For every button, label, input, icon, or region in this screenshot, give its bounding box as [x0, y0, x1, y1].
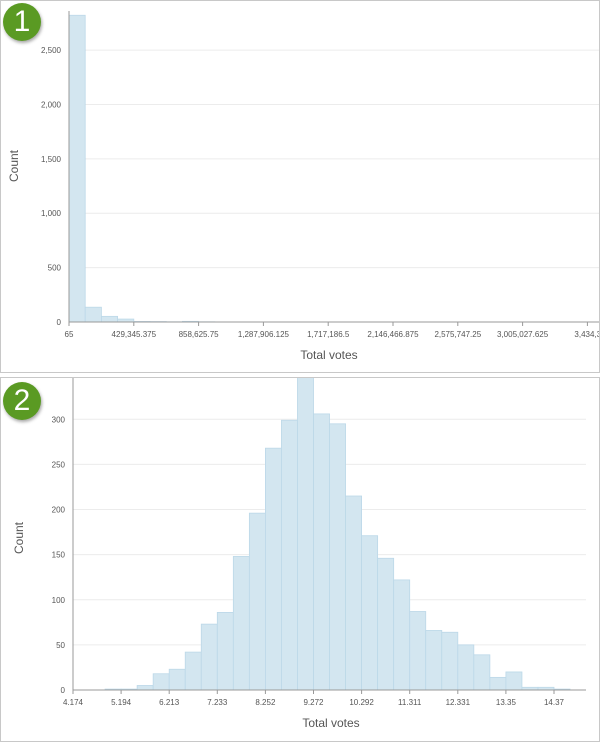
- y-tick-label: 1,500: [41, 155, 62, 164]
- histogram-bar: [377, 557, 395, 691]
- histogram-chart-2: 0 50 100 150 200 250 300 4.174 5.194 6.213 7.233 8.…: [12, 378, 586, 730]
- y-tick-label: 0: [57, 318, 62, 327]
- x-tick-label: 1,287,906.125: [238, 330, 290, 339]
- x-tick-label: 8.252: [255, 698, 276, 707]
- histogram-chart-1: 0 500 1,000 1,500 2,000 2,500 65 429,345.375 858…: [7, 11, 599, 362]
- histogram-bar: [168, 668, 186, 691]
- histogram-bar: [441, 631, 459, 691]
- x-tick-label: 9.272: [303, 698, 324, 707]
- histogram-bar: [84, 306, 102, 323]
- histogram-bar: [505, 671, 523, 691]
- histogram-bar: [232, 556, 250, 691]
- x-axis-title: Total votes: [300, 348, 357, 362]
- histogram-bar: [345, 495, 363, 691]
- y-tick-label: 1,000: [41, 209, 62, 218]
- histogram-bar: [152, 673, 170, 691]
- histogram-bar: [281, 419, 298, 691]
- x-tick-label: 65: [65, 330, 74, 339]
- x-tick-label: 13.35: [496, 698, 517, 707]
- y-tick-label: 500: [48, 264, 62, 273]
- x-tick-label: 12.331: [446, 698, 471, 707]
- histogram-bar: [361, 535, 379, 691]
- histogram-bar: [329, 423, 346, 691]
- x-tick-label: 2,575,747.25: [434, 330, 481, 339]
- y-tick-label: 0: [61, 686, 66, 695]
- histogram-bar: [473, 654, 491, 691]
- y-tick-label: 2,000: [41, 100, 62, 109]
- x-tick-label: 429,345.375: [112, 330, 157, 339]
- x-tick-label: 14.37: [544, 698, 565, 707]
- y-tick-label: 300: [52, 415, 66, 424]
- y-tick-label: 150: [52, 551, 66, 560]
- histogram-bar: [184, 651, 202, 691]
- x-tick-label: 11.311: [398, 698, 422, 707]
- x-tick-label: 10.292: [349, 698, 374, 707]
- step-badge-2: 2: [3, 382, 41, 420]
- x-tick-label: 7.233: [207, 698, 228, 707]
- histogram-bar: [425, 630, 443, 691]
- step-badge-1: 1: [3, 3, 41, 41]
- y-tick-label: 250: [52, 460, 66, 469]
- histogram-bar: [297, 378, 314, 691]
- histogram-bar: [393, 579, 411, 691]
- y-tick-label: 50: [56, 641, 65, 650]
- x-tick-label: 3,005,027.625: [497, 330, 549, 339]
- histogram-bar: [101, 315, 119, 323]
- y-tick-label: 100: [52, 596, 66, 605]
- histogram-panel-2: 0 50 100 150 200 250 300 4.174 5.194 6.213 7.233 8.…: [0, 377, 600, 742]
- histogram-bar: [136, 685, 154, 691]
- x-tick-label: 858,625.75: [179, 330, 220, 339]
- histogram-bar: [264, 447, 282, 691]
- histogram-bar: [313, 413, 330, 691]
- histogram-bar: [248, 512, 266, 691]
- y-axis-title: Count: [7, 149, 21, 182]
- histogram-bar: [409, 611, 427, 691]
- histogram-bar: [68, 14, 86, 323]
- y-axis-title: Count: [12, 521, 26, 554]
- x-axis-title: Total votes: [302, 716, 359, 730]
- x-tick-label: 4.174: [63, 698, 84, 707]
- histogram-bar: [457, 644, 475, 691]
- y-tick-label: 2,500: [41, 46, 62, 55]
- x-tick-label: 1,717,186.5: [307, 330, 350, 339]
- x-tick-label: 5.194: [111, 698, 132, 707]
- x-tick-label: 3,434,30: [574, 330, 599, 339]
- histogram-bar: [216, 612, 234, 691]
- histogram-panel-1: 0 500 1,000 1,500 2,000 2,500 65 429,345.375 858…: [0, 0, 600, 373]
- x-tick-label: 6.213: [159, 698, 180, 707]
- histogram-bar: [200, 623, 218, 691]
- histogram-bar: [489, 676, 507, 691]
- y-tick-label: 200: [52, 506, 66, 515]
- x-tick-label: 2,146,466.875: [367, 330, 419, 339]
